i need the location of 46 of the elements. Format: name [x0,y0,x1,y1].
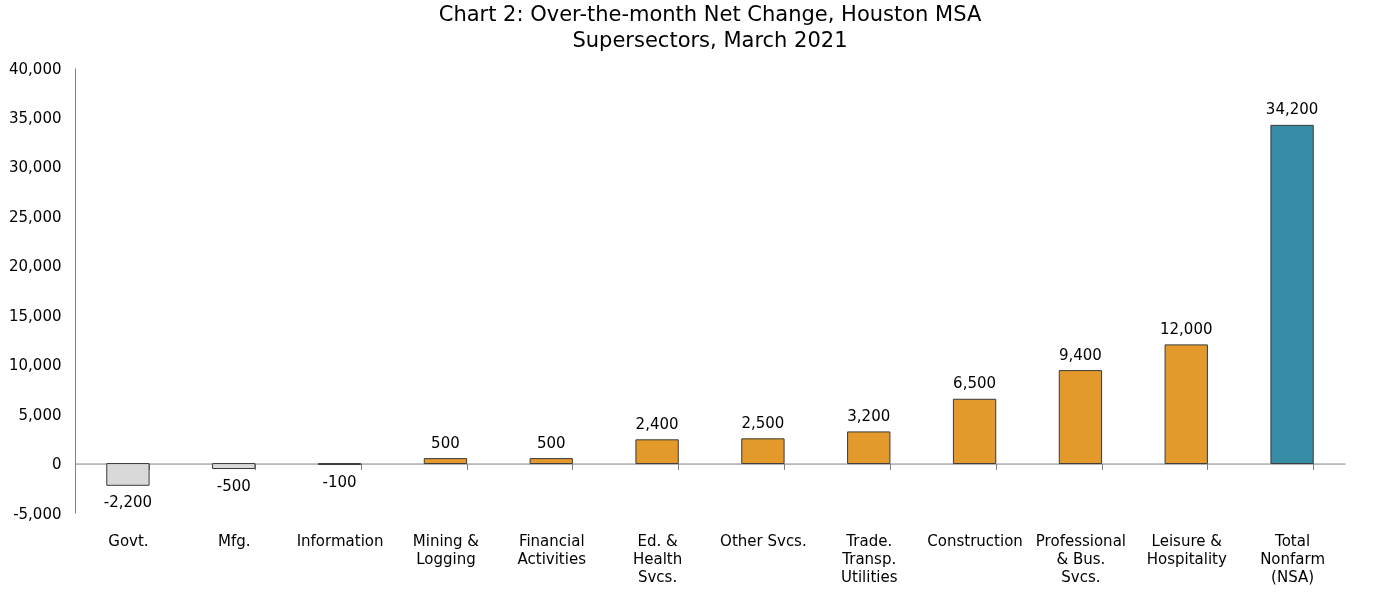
data-label: -2,200 [103,493,153,512]
x-tick-label: Professional & Bus. Svcs. [1035,531,1126,586]
x-tick-label: Govt. [108,531,149,550]
bar [1164,344,1208,465]
data-label: 2,500 [741,413,785,432]
bar [847,431,891,465]
bar [423,458,468,465]
bar [529,458,573,465]
data-label: 500 [536,433,566,452]
data-label: -500 [216,476,251,495]
y-tick-label: 20,000 [9,257,62,276]
x-tick-label: Mining & Logging [412,531,480,568]
y-tick-label: 30,000 [9,158,62,177]
y-tick-label: -5,000 [13,504,62,523]
y-tick-label: 35,000 [9,108,62,127]
chart-title: Chart 2: Over-the-month Net Change, Houston MSA Supersectors, March 2021 [438,2,982,52]
bar [741,438,785,465]
bar [635,439,679,465]
x-tick-label: Financial Activities [517,531,587,568]
y-tick-label: 40,000 [9,59,62,78]
x-tick-label: Other Svcs. [720,531,807,550]
x-tick-label: Mfg. [217,531,251,550]
data-label: 6,500 [953,374,997,393]
bar [212,463,256,469]
y-tick-label: 15,000 [9,306,62,325]
x-tick-label: Information [296,531,384,550]
data-label: 34,200 [1265,100,1319,119]
x-tick-label: Total Nonfarm (NSA) [1260,531,1326,586]
data-label: 500 [431,433,460,452]
y-tick-label: 25,000 [9,207,62,226]
data-label: 9,400 [1058,345,1102,364]
y-tick-label: 0 [51,455,62,474]
y-tick-label: 10,000 [9,356,62,375]
bar [952,398,997,465]
x-tick-label: Trade. Transp. Utilities [841,531,898,586]
data-label: 12,000 [1160,319,1213,338]
bar [106,463,150,486]
y-tick-label: 5,000 [18,405,62,424]
x-tick-label: Leisure & Hospitality [1146,531,1227,568]
data-label: 3,200 [847,406,891,425]
bar [1058,370,1103,465]
data-label: -100 [322,472,357,491]
x-tick-label: Ed. & Health Svcs. [632,531,683,586]
x-tick-label: Construction [927,531,1023,550]
bar [1270,124,1314,465]
data-label: 2,400 [635,414,679,433]
